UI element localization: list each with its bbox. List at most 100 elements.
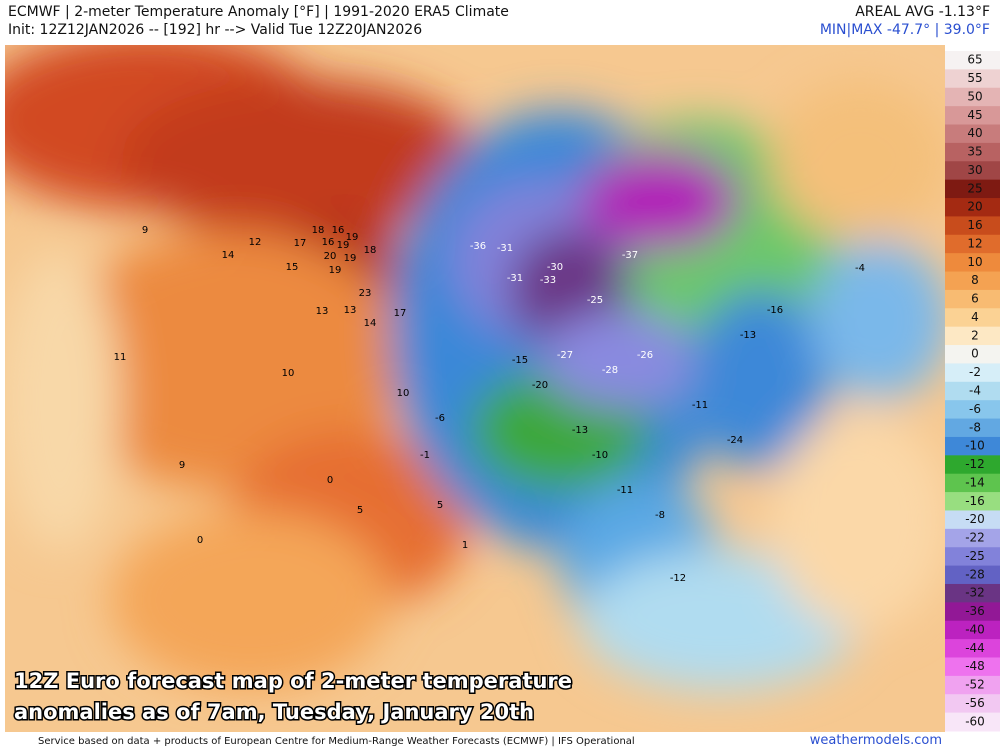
anomaly-label: -27 [557, 350, 573, 361]
anomaly-label: 23 [359, 288, 372, 299]
colorbar-label: -6 [969, 402, 981, 416]
colorbar-cell [945, 694, 1000, 714]
colorbar-cell [945, 161, 1000, 181]
colorbar-cell [945, 271, 1000, 291]
colorbar-cell [945, 234, 1000, 254]
colorbar-label: -56 [965, 696, 985, 710]
anomaly-label: -31 [507, 273, 523, 284]
colorbar-cell [945, 418, 1000, 438]
colorbar-cell [945, 381, 1000, 401]
colorbar-label: 25 [967, 181, 982, 195]
anomaly-label: 12 [249, 237, 262, 248]
colorbar-cell [945, 198, 1000, 217]
colorbar-cell [945, 216, 1000, 236]
min-max: MIN|MAX -47.7° | 39.0°F [819, 22, 990, 38]
anomaly-label: -33 [540, 275, 556, 286]
anomaly-label: -24 [727, 435, 743, 446]
anomaly-label: 5 [437, 500, 443, 511]
colorbar-label: 35 [967, 145, 982, 159]
colorbar-label: 4 [971, 310, 979, 324]
colorbar-label: -14 [965, 475, 985, 489]
footer-site: weathermodels.com [810, 733, 942, 748]
colorbar-label: 16 [967, 218, 982, 232]
colorbar-cell [945, 565, 1000, 585]
colorbar-label: 20 [967, 200, 982, 214]
colorbar-cell [945, 308, 1000, 328]
colorbar-label: 40 [967, 126, 982, 140]
colorbar-label: 8 [971, 273, 979, 287]
anomaly-label: -37 [622, 250, 638, 261]
areal-average: AREAL AVG -1.13°F [855, 4, 990, 20]
colorbar-cell [945, 528, 1000, 548]
colorbar-cell [945, 492, 1000, 511]
colorbar-cell [945, 253, 1000, 273]
colorbar-cell [945, 51, 1000, 70]
anomaly-label: 14 [364, 318, 377, 329]
colorbar-cell [945, 326, 1000, 346]
anomaly-label: -1 [420, 450, 430, 461]
colorbar-cell [945, 583, 1000, 603]
colorbar-label: -12 [965, 457, 985, 471]
colorbar-label: -22 [965, 531, 985, 545]
colorbar-cell [945, 363, 1000, 383]
anomaly-label: -11 [617, 485, 633, 496]
anomaly-label: -26 [637, 350, 653, 361]
anomaly-label: -30 [547, 262, 563, 273]
colorbar-label: -44 [965, 641, 985, 655]
colorbar-cell [945, 657, 1000, 677]
anomaly-label: 0 [197, 535, 203, 546]
colorbar-label: 65 [967, 53, 982, 67]
colorbar-cell [945, 620, 1000, 640]
anomaly-label: 10 [397, 388, 410, 399]
colorbar-label: -36 [965, 604, 985, 618]
anomaly-label: 19 [344, 253, 357, 264]
colorbar-label: -10 [965, 439, 985, 453]
colorbar-cell [945, 124, 1000, 144]
anomaly-label: -8 [655, 510, 665, 521]
colorbar-cell [945, 142, 1000, 162]
anomaly-label: 16 [322, 237, 335, 248]
colorbar-cell [945, 455, 1000, 475]
colorbar-label: -4 [969, 384, 981, 398]
colorbar-label: 50 [967, 89, 982, 103]
anomaly-label: 15 [286, 262, 299, 273]
colorbar-cell [945, 106, 1000, 126]
colorbar-label: -60 [965, 714, 985, 728]
title: ECMWF | 2-meter Temperature Anomaly [°F]… [8, 4, 509, 20]
anomaly-label: 19 [329, 265, 342, 276]
anomaly-label: 13 [316, 306, 329, 317]
colorbar-label: -28 [965, 567, 985, 581]
colorbar-cell [945, 400, 1000, 420]
colorbar-label: -32 [965, 586, 985, 600]
colorbar-cell [945, 436, 1000, 456]
colorbar-cell [945, 473, 1000, 493]
anomaly-label: -25 [587, 295, 603, 306]
anomaly-label: -13 [572, 425, 588, 436]
colorbar-label: 12 [967, 236, 982, 250]
anomaly-label: -4 [855, 263, 865, 274]
anomaly-label: -36 [470, 241, 486, 252]
colorbar-cell [945, 547, 1000, 567]
footer-credit: Service based on data + products of Euro… [38, 736, 635, 747]
colorbar-cell [945, 712, 1000, 732]
colorbar-label: -16 [965, 494, 985, 508]
anomaly-label: 0 [327, 475, 333, 486]
anomaly-label: 19 [346, 232, 359, 243]
caption-line: anomalies as of 7am, Tuesday, January 20… [14, 700, 534, 724]
anomaly-label: 17 [394, 308, 407, 319]
colorbar-label: -2 [969, 365, 981, 379]
anomaly-label: 14 [222, 250, 235, 261]
anomaly-label: 9 [142, 225, 148, 236]
anomaly-label: -15 [512, 355, 528, 366]
colorbar-cell [945, 602, 1000, 622]
colorbar-cell [945, 289, 1000, 309]
anomaly-label: 16 [332, 225, 345, 236]
anomaly-label: 18 [364, 245, 377, 256]
anomaly-label: -10 [592, 450, 608, 461]
colorbar-label: 10 [967, 255, 982, 269]
colorbar-label: -52 [965, 678, 985, 692]
anomaly-label: -16 [767, 305, 783, 316]
anomaly-label: 17 [294, 238, 307, 249]
colorbar-label: -25 [965, 549, 985, 563]
